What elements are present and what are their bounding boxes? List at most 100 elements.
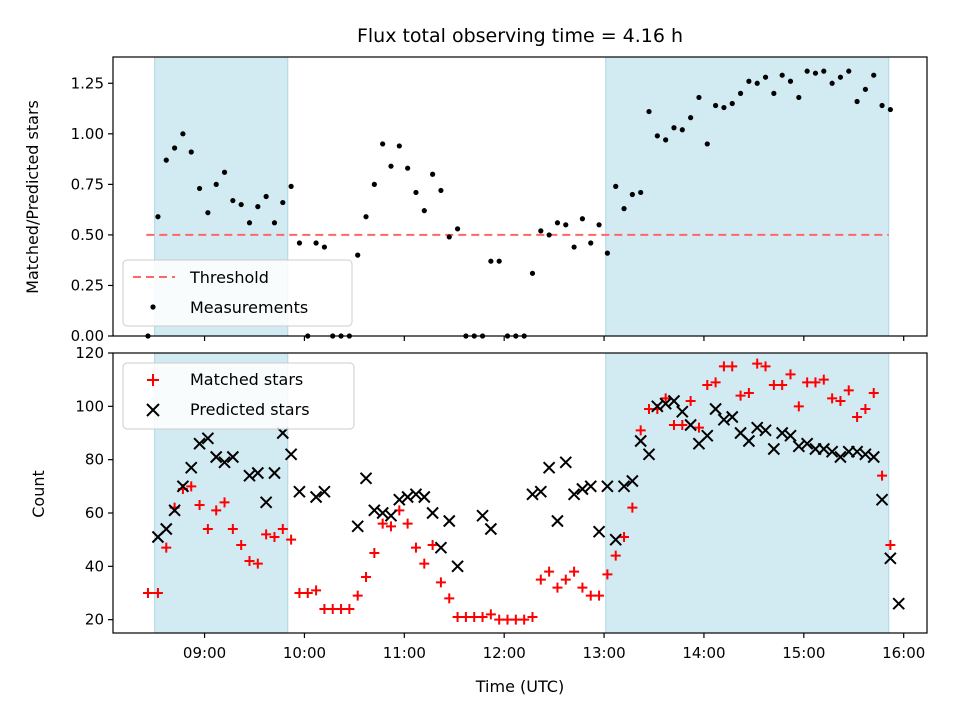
matched-star-point xyxy=(785,369,796,380)
legend-measurements-label: Measurements xyxy=(190,298,308,317)
measurement-point xyxy=(812,70,819,76)
matched-star-point xyxy=(152,588,163,598)
top-y-tick-label: 0.25 xyxy=(71,276,104,294)
measurement-point xyxy=(238,201,244,208)
predicted-star-point xyxy=(484,522,498,536)
measurement-point xyxy=(396,143,402,149)
predicted-star-point xyxy=(185,461,198,474)
measurement-point xyxy=(371,181,377,187)
measurement-point xyxy=(887,106,893,113)
matched-star-point xyxy=(227,524,238,534)
measurement-point xyxy=(588,240,594,246)
measurement-point xyxy=(554,220,561,226)
matched-star-point xyxy=(369,548,380,558)
bottom-y-tick-label: 40 xyxy=(85,557,104,575)
predicted-star-point xyxy=(834,450,847,464)
measurement-point xyxy=(280,199,286,206)
matched-star-point xyxy=(760,361,771,372)
matched-star-point xyxy=(519,614,530,625)
measurement-point xyxy=(671,125,677,131)
predicted-star-point xyxy=(526,488,539,501)
matched-star-point xyxy=(735,390,746,401)
matched-star-point xyxy=(677,420,688,430)
predicted-star-point xyxy=(709,402,722,416)
measurement-point xyxy=(221,169,228,175)
top-shaded-interval xyxy=(605,56,890,337)
predicted-star-point xyxy=(859,448,872,461)
measurement-point xyxy=(638,189,644,196)
measurement-point xyxy=(679,127,685,133)
x-tick-label: 09:00 xyxy=(183,644,226,662)
measurement-point xyxy=(754,80,760,86)
x-tick-label: 15:00 xyxy=(782,644,825,662)
matched-star-point xyxy=(252,558,263,569)
matched-star-point xyxy=(385,521,396,532)
measurement-point xyxy=(762,74,769,80)
predicted-star-point xyxy=(626,474,639,488)
predicted-star-point xyxy=(584,480,597,493)
predicted-star-point xyxy=(209,450,223,464)
matched-star-point xyxy=(344,604,355,614)
measurement-point xyxy=(355,252,361,258)
matched-star-point xyxy=(142,588,153,598)
legend-threshold-label: Threshold xyxy=(189,268,269,287)
predicted-star-point xyxy=(218,456,231,469)
matched-star-point xyxy=(277,524,288,534)
measurement-point xyxy=(837,74,844,80)
matched-star-point xyxy=(302,588,313,598)
legend-matched-label: Matched stars xyxy=(190,370,303,389)
predicted-star-point xyxy=(892,597,905,610)
predicted-star-point xyxy=(393,493,406,506)
matched-star-point xyxy=(727,361,738,372)
predicted-star-point xyxy=(567,488,581,501)
predicted-star-point xyxy=(875,493,889,506)
predicted-star-point xyxy=(259,496,273,509)
measurement-point xyxy=(321,244,328,250)
predicted-star-point xyxy=(251,466,265,480)
legend-predicted-swatch xyxy=(146,403,160,417)
matched-star-point xyxy=(269,532,280,542)
measurement-point xyxy=(263,193,269,200)
predicted-star-point xyxy=(434,541,448,554)
measurement-point xyxy=(230,197,236,204)
legend-measurements-swatch xyxy=(150,304,156,310)
matched-star-point xyxy=(577,582,588,593)
measurement-point xyxy=(346,333,352,339)
matched-star-point xyxy=(835,396,846,406)
predicted-star-point xyxy=(160,522,173,536)
predicted-star-point xyxy=(742,434,756,448)
measurement-point xyxy=(380,141,386,147)
top-y-tick-label: 1.25 xyxy=(71,74,104,92)
measurement-point xyxy=(696,94,702,101)
predicted-star-point xyxy=(384,509,398,522)
bottom-y-tick-label: 60 xyxy=(85,504,104,522)
matched-star-point xyxy=(419,558,430,569)
measurement-point xyxy=(854,98,860,105)
matched-star-point xyxy=(286,534,297,545)
measurement-point xyxy=(213,181,219,187)
measurement-point xyxy=(688,115,694,121)
measurement-point xyxy=(704,141,710,147)
predicted-star-point xyxy=(559,456,572,469)
matched-star-point xyxy=(410,542,421,553)
measurement-point xyxy=(430,171,436,177)
predicted-star-point xyxy=(443,514,456,528)
predicted-star-point xyxy=(609,533,622,546)
x-tick-label: 13:00 xyxy=(582,644,625,662)
predicted-star-point xyxy=(767,442,781,456)
top-y-axis-label: Matched/Predicted stars xyxy=(23,100,42,294)
matched-star-point xyxy=(377,518,388,529)
predicted-star-point xyxy=(418,490,431,504)
measurement-point xyxy=(771,90,777,96)
x-tick-label: 11:00 xyxy=(383,644,426,662)
predicted-star-point xyxy=(401,490,414,504)
predicted-star-point xyxy=(751,421,764,434)
measurement-point xyxy=(438,187,444,194)
x-tick-label: 16:00 xyxy=(882,644,925,662)
matched-star-point xyxy=(477,612,488,622)
matched-star-point xyxy=(660,393,671,404)
bottom-y-axis-label: Count xyxy=(29,470,48,518)
matched-star-point xyxy=(860,404,871,414)
matched-star-point xyxy=(552,582,563,593)
measurement-point xyxy=(596,222,602,228)
